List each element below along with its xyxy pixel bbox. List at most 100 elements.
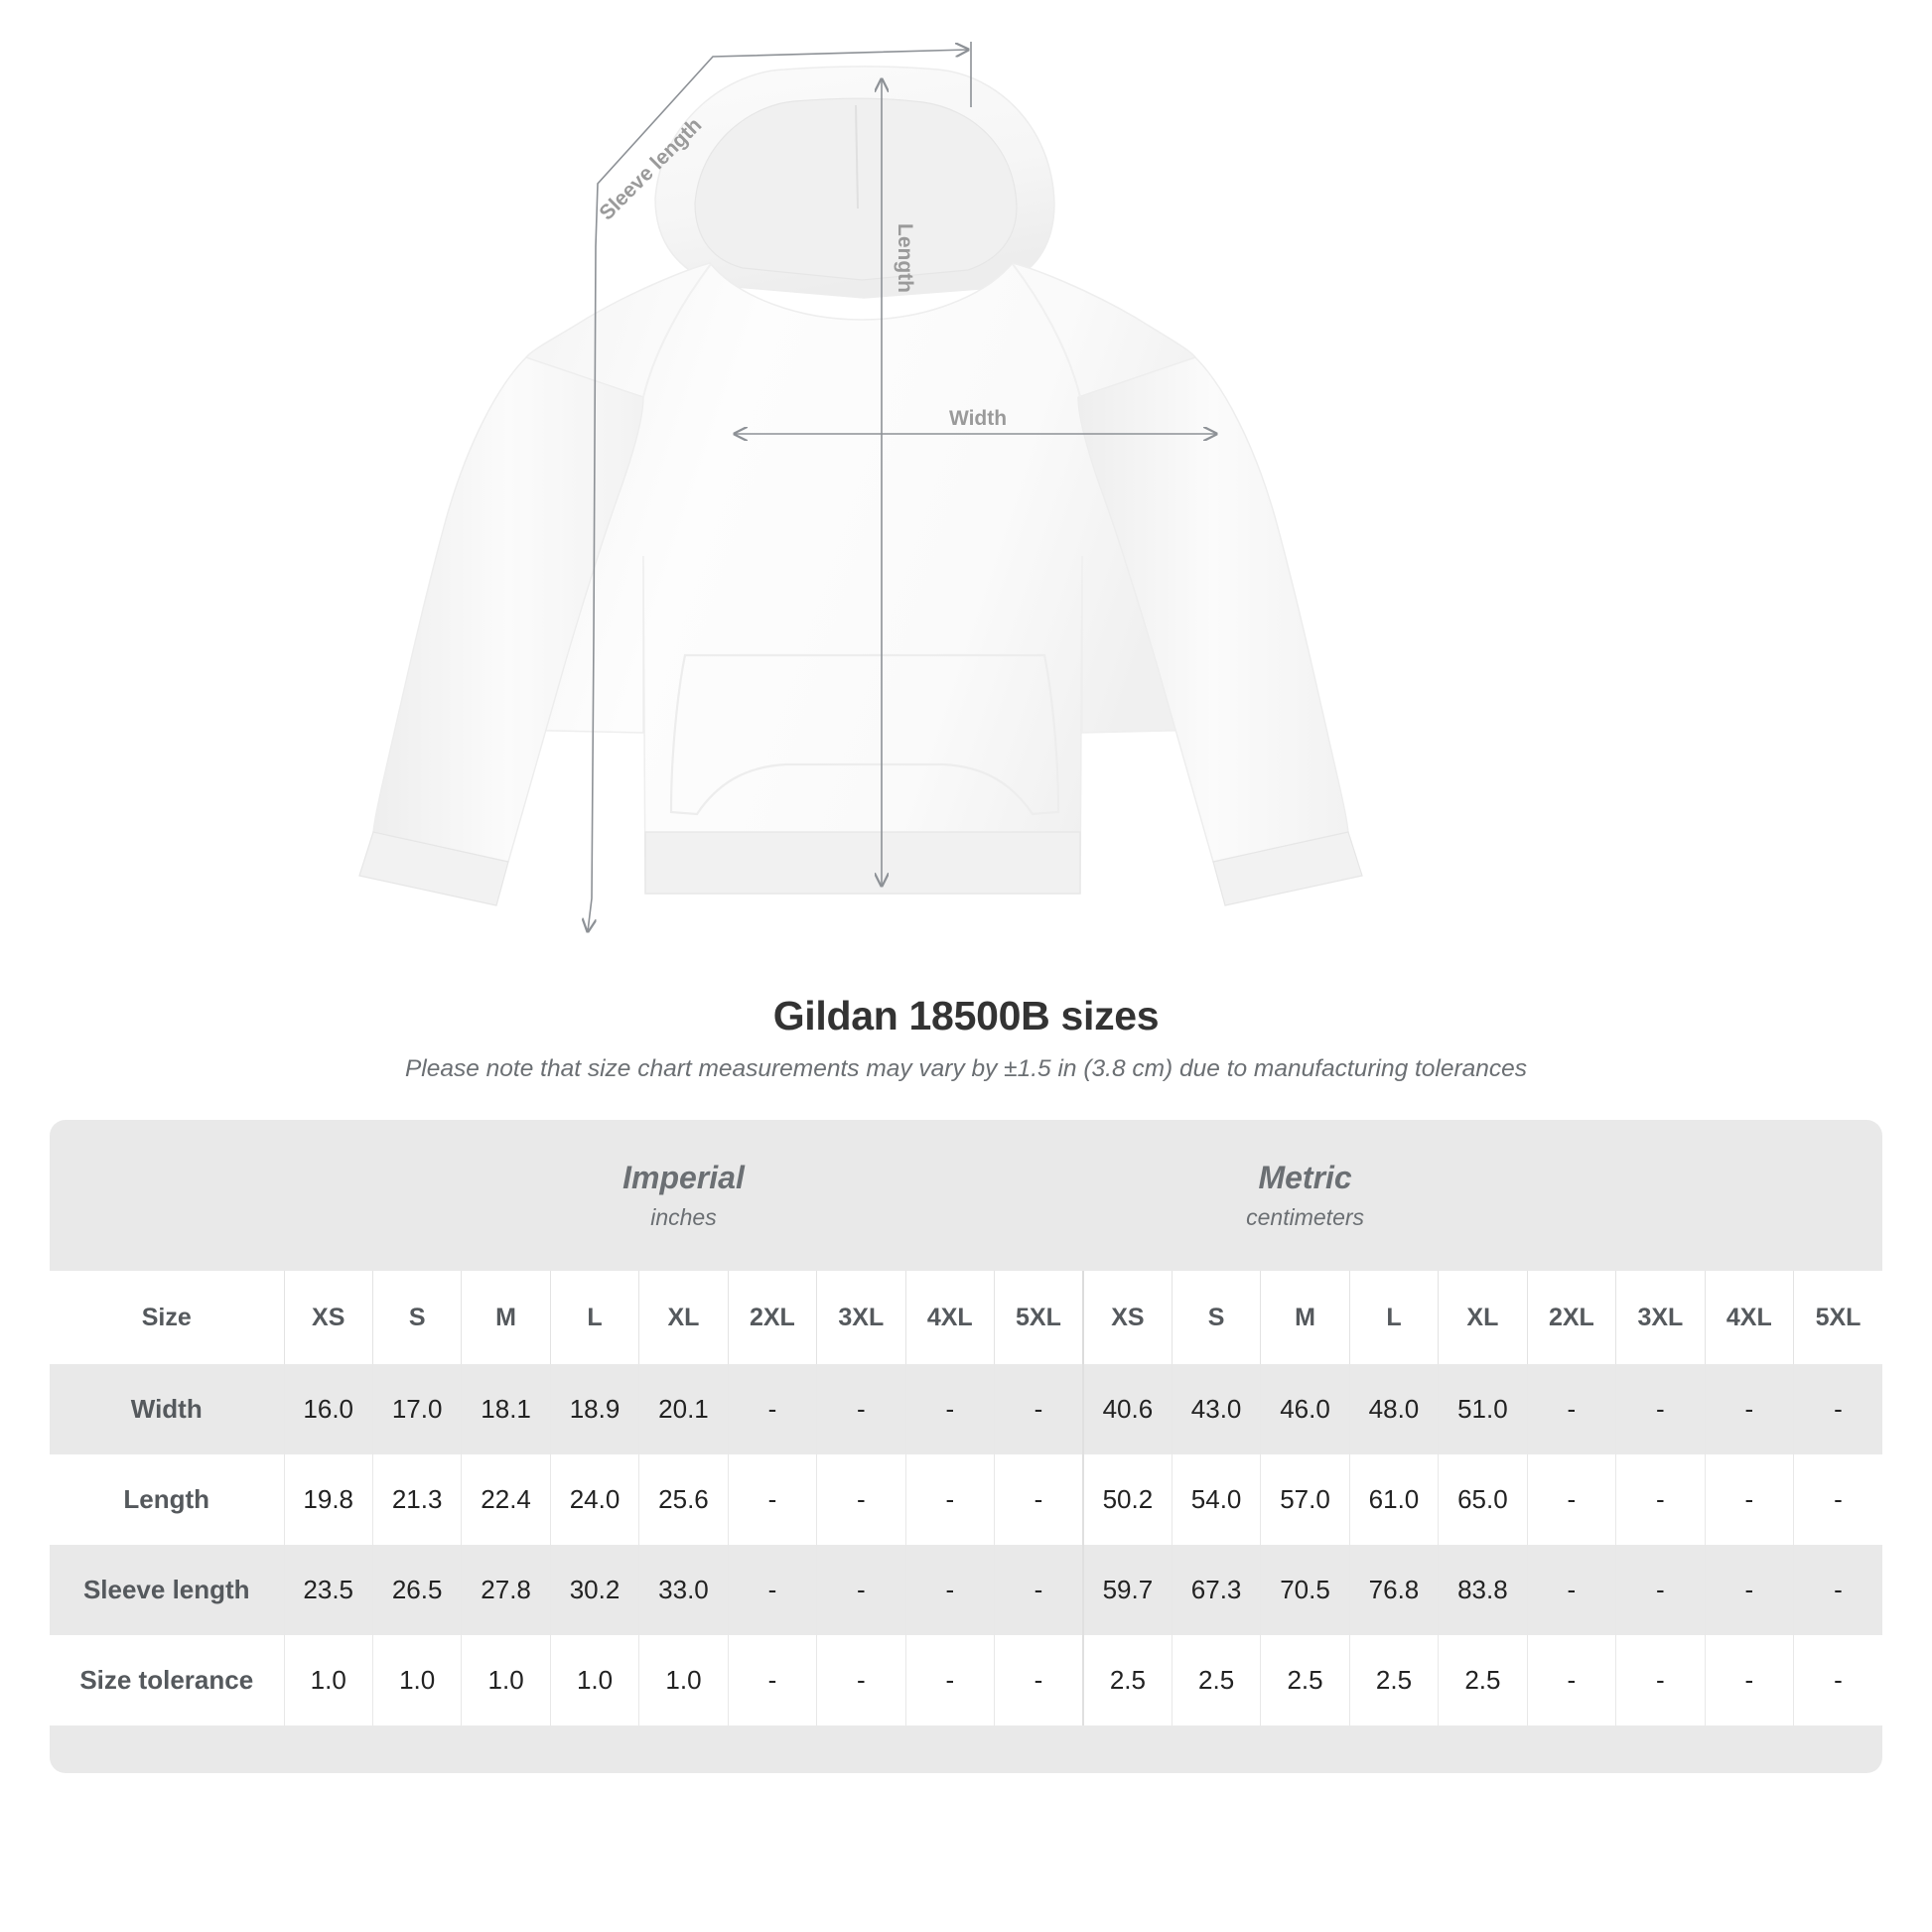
cell-length-metric-4xl: - xyxy=(1704,1454,1794,1545)
cell-width-metric-5xl: - xyxy=(1793,1364,1882,1454)
cell-length-metric-3xl: - xyxy=(1615,1454,1706,1545)
cell-width-imperial-4xl: - xyxy=(904,1364,995,1454)
cell-width-imperial-xl: 20.1 xyxy=(638,1364,729,1454)
cell-width-metric-4xl: - xyxy=(1704,1364,1794,1454)
cell-length-metric-xl: 65.0 xyxy=(1438,1454,1528,1545)
header-metric-4xl: 4XL xyxy=(1704,1271,1794,1364)
row-label-sleeve-length: Sleeve length xyxy=(50,1545,284,1635)
table-footer-band xyxy=(50,1725,1882,1773)
header-metric-5xl: 5XL xyxy=(1793,1271,1882,1364)
cell-sleeve-metric-2xl: - xyxy=(1526,1545,1616,1635)
header-metric-3xl: 3XL xyxy=(1615,1271,1706,1364)
cell-length-imperial-xs: 19.8 xyxy=(283,1454,373,1545)
cell-width-imperial-5xl: - xyxy=(993,1364,1083,1454)
cell-sleeve-metric-xl: 83.8 xyxy=(1438,1545,1528,1635)
cell-length-imperial-l: 24.0 xyxy=(549,1454,639,1545)
header-imperial-5xl: 5XL xyxy=(993,1271,1083,1364)
cell-width-metric-xl: 51.0 xyxy=(1438,1364,1528,1454)
cell-length-imperial-s: 21.3 xyxy=(371,1454,462,1545)
cell-sleeve-imperial-3xl: - xyxy=(816,1545,906,1635)
cell-width-imperial-m: 18.1 xyxy=(461,1364,551,1454)
cell-sleeve-imperial-4xl: - xyxy=(904,1545,995,1635)
cell-sleeve-metric-5xl: - xyxy=(1793,1545,1882,1635)
cell-sleeve-imperial-xs: 23.5 xyxy=(283,1545,373,1635)
cell-sleeve-metric-3xl: - xyxy=(1615,1545,1706,1635)
cell-tolerance-imperial-5xl: - xyxy=(993,1635,1083,1725)
left-cuff xyxy=(358,831,509,906)
cell-tolerance-metric-xl: 2.5 xyxy=(1438,1635,1528,1725)
cell-sleeve-metric-4xl: - xyxy=(1704,1545,1794,1635)
cell-width-metric-2xl: - xyxy=(1526,1364,1616,1454)
waistband xyxy=(644,831,1081,895)
unit-band-left-pad xyxy=(50,1120,373,1271)
unit-metric-cell: Metric centimeters xyxy=(994,1120,1616,1271)
cell-width-metric-3xl: - xyxy=(1615,1364,1706,1454)
hoodie-diagram-svg: Sleeve length Length Width xyxy=(358,42,1363,983)
cell-length-metric-m: 57.0 xyxy=(1260,1454,1350,1545)
cell-length-imperial-2xl: - xyxy=(727,1454,817,1545)
cell-width-metric-xs: 40.6 xyxy=(1081,1364,1173,1454)
cell-tolerance-imperial-l: 1.0 xyxy=(549,1635,639,1725)
cell-tolerance-imperial-s: 1.0 xyxy=(371,1635,462,1725)
unit-metric-name: centimeters xyxy=(1246,1203,1365,1230)
page-subtitle: Please note that size chart measurements… xyxy=(404,1055,1528,1083)
unit-band-right-pad xyxy=(1615,1120,1882,1271)
hoodie-garment xyxy=(358,66,1363,906)
cell-length-imperial-4xl: - xyxy=(904,1454,995,1545)
size-header-row: Size XS S M L XL 2XL 3XL 4XL 5XL XS S M … xyxy=(50,1271,1882,1364)
cell-sleeve-imperial-s: 26.5 xyxy=(371,1545,462,1635)
cell-sleeve-metric-m: 70.5 xyxy=(1260,1545,1350,1635)
header-imperial-m: M xyxy=(461,1271,551,1364)
cell-tolerance-metric-s: 2.5 xyxy=(1171,1635,1261,1725)
cell-tolerance-metric-2xl: - xyxy=(1526,1635,1616,1725)
cell-tolerance-imperial-2xl: - xyxy=(727,1635,817,1725)
cell-tolerance-metric-4xl: - xyxy=(1704,1635,1794,1725)
unit-band-row: Imperial inches Metric centimeters xyxy=(50,1120,1882,1271)
header-imperial-xs: XS xyxy=(283,1271,373,1364)
cell-length-metric-xs: 50.2 xyxy=(1081,1454,1173,1545)
cell-tolerance-metric-l: 2.5 xyxy=(1348,1635,1439,1725)
length-label: Length xyxy=(894,223,916,293)
right-cuff xyxy=(1212,831,1363,906)
hoodie-measurement-diagram: Sleeve length Length Width xyxy=(358,42,1363,983)
cell-tolerance-imperial-m: 1.0 xyxy=(461,1635,551,1725)
cell-sleeve-imperial-l: 30.2 xyxy=(549,1545,639,1635)
header-imperial-s: S xyxy=(371,1271,462,1364)
cell-tolerance-metric-5xl: - xyxy=(1793,1635,1882,1725)
table-row: Size tolerance 1.0 1.0 1.0 1.0 1.0 - - -… xyxy=(50,1635,1882,1725)
unit-imperial-name: inches xyxy=(650,1203,717,1230)
cell-tolerance-imperial-3xl: - xyxy=(816,1635,906,1725)
cell-width-imperial-3xl: - xyxy=(816,1364,906,1454)
footer-left xyxy=(50,1725,995,1773)
header-metric-l: L xyxy=(1348,1271,1439,1364)
cell-width-metric-m: 46.0 xyxy=(1260,1364,1350,1454)
size-table-wrapper: Imperial inches Metric centimeters Size … xyxy=(50,1120,1882,1773)
cell-tolerance-imperial-xl: 1.0 xyxy=(638,1635,729,1725)
cell-width-metric-l: 48.0 xyxy=(1348,1364,1439,1454)
cell-width-imperial-l: 18.9 xyxy=(549,1364,639,1454)
cell-sleeve-imperial-xl: 33.0 xyxy=(638,1545,729,1635)
cell-width-metric-s: 43.0 xyxy=(1171,1364,1261,1454)
unit-imperial-system: Imperial xyxy=(622,1159,745,1195)
table-row: Sleeve length 23.5 26.5 27.8 30.2 33.0 -… xyxy=(50,1545,1882,1635)
cell-tolerance-metric-m: 2.5 xyxy=(1260,1635,1350,1725)
cell-tolerance-metric-3xl: - xyxy=(1615,1635,1706,1725)
row-label-width: Width xyxy=(50,1364,284,1454)
cell-tolerance-imperial-xs: 1.0 xyxy=(283,1635,373,1725)
header-metric-2xl: 2XL xyxy=(1526,1271,1616,1364)
cell-sleeve-metric-xs: 59.7 xyxy=(1081,1545,1173,1635)
length-measure: Length xyxy=(882,79,916,886)
header-metric-xl: XL xyxy=(1438,1271,1528,1364)
size-table: Imperial inches Metric centimeters Size … xyxy=(50,1120,1882,1773)
cell-length-imperial-5xl: - xyxy=(993,1454,1083,1545)
cell-length-metric-l: 61.0 xyxy=(1348,1454,1439,1545)
cell-sleeve-metric-s: 67.3 xyxy=(1171,1545,1261,1635)
cell-sleeve-imperial-2xl: - xyxy=(727,1545,817,1635)
header-metric-m: M xyxy=(1260,1271,1350,1364)
header-size-label: Size xyxy=(50,1271,284,1364)
cell-tolerance-imperial-4xl: - xyxy=(904,1635,995,1725)
cell-length-imperial-3xl: - xyxy=(816,1454,906,1545)
table-row: Length 19.8 21.3 22.4 24.0 25.6 - - - - … xyxy=(50,1454,1882,1545)
cell-sleeve-imperial-5xl: - xyxy=(993,1545,1083,1635)
